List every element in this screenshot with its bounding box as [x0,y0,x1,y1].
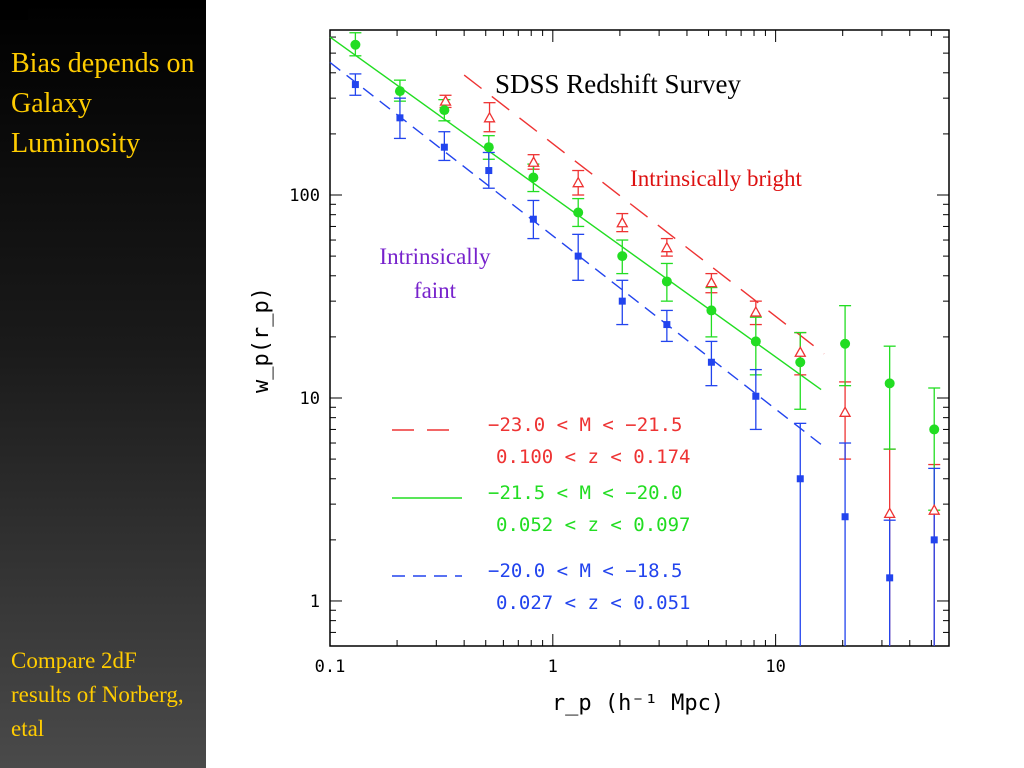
point-series-2 [930,536,938,544]
corner-mark [0,0,28,20]
point-series-1 [350,39,361,50]
legend-sublabel-1: 0.052 < z < 0.097 [496,514,690,536]
legend-label-1: −21.5 < M < −20.0 [488,482,682,504]
point-series-2 [529,215,537,223]
legend: −23.0 < M < −21.5 0.100 < z < 0.174 −21.5 … [392,414,690,614]
point-series-2 [707,358,715,366]
point-series-2 [841,513,849,521]
y-axis-label: w_p(r_p) [249,287,274,393]
error-bars [349,32,941,646]
y-tick-label: 1 [310,592,320,612]
annotation-faint-line1: Intrinsically [379,244,491,269]
x-tick-label: 0.1 [315,657,346,677]
point-series-0 [439,94,452,106]
point-series-0 [928,503,941,515]
point-series-1 [706,305,717,316]
data-points [350,39,941,582]
point-series-0 [705,276,718,288]
chart-title: SDSS Redshift Survey [495,69,742,99]
point-series-2 [886,574,894,582]
point-series-1 [439,105,450,116]
chart: 0.1 1 10 1 10 100 −23.0 < M < −21.5 0.100 < z … [249,29,950,716]
point-series-2 [663,321,671,329]
point-series-1 [528,172,539,183]
point-series-2 [396,114,404,122]
point-series-0 [794,345,807,357]
legend-label-2: −20.0 < M < −18.5 [488,560,682,582]
plot-frame [329,29,950,647]
point-series-1 [929,424,940,435]
point-series-2 [485,167,493,175]
axis-ticks: 0.1 1 10 1 10 100 [289,30,950,677]
point-series-1 [750,336,761,347]
point-series-2 [351,81,359,89]
slide-note: Compare 2dF results of Norberg, etal [11,648,184,741]
legend-sublabel-2: 0.027 < z < 0.051 [496,592,690,614]
point-series-0 [483,111,496,123]
point-series-1 [394,86,405,97]
point-series-0 [838,405,852,417]
sidebar: Bias depends on Galaxy Luminosity Compar… [0,0,206,768]
annotation-bright: Intrinsically bright [630,166,802,191]
point-series-2 [752,392,760,400]
annotation-faint-line2: faint [414,278,457,303]
point-series-0 [616,216,629,228]
x-tick-label: 1 [548,657,558,677]
x-axis-label: r_p (h⁻¹ Mpc) [552,691,724,716]
point-series-2 [618,297,626,305]
x-tick-label: 10 [765,657,785,677]
point-series-0 [660,241,673,253]
point-series-1 [884,378,895,389]
point-series-1 [617,251,628,262]
point-series-2 [440,143,448,151]
point-series-1 [573,207,584,218]
point-series-1 [483,142,494,153]
slide-title: Bias depends on Galaxy Luminosity [11,48,195,159]
fit-line-0 [463,74,825,355]
legend-label-0: −23.0 < M < −21.5 [488,414,682,436]
y-tick-label: 10 [300,389,320,409]
point-series-0 [749,305,762,317]
point-series-0 [883,507,896,519]
point-series-1 [661,276,672,287]
y-tick-label: 100 [289,186,320,206]
point-series-1 [795,357,806,368]
point-series-2 [574,252,582,260]
point-series-0 [572,176,585,188]
legend-sublabel-0: 0.100 < z < 0.174 [496,446,690,468]
point-series-1 [840,338,851,349]
point-series-2 [796,475,804,483]
point-series-0 [527,155,540,167]
